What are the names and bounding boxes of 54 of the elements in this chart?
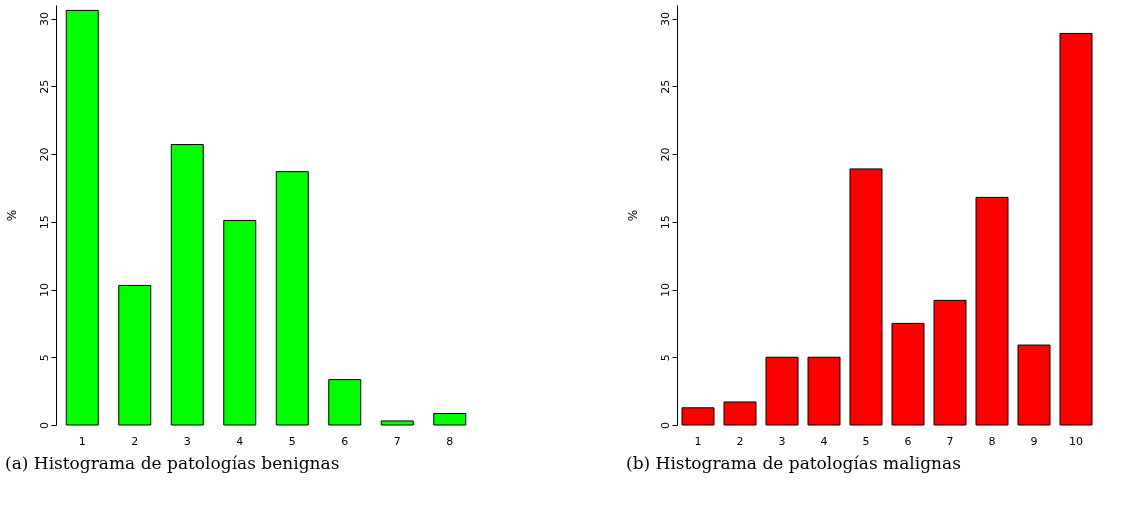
bar — [765, 356, 799, 426]
y-tick-label: 20 — [658, 147, 672, 162]
x-tick-label: 5 — [862, 434, 870, 448]
x-tick-label: 9 — [1030, 434, 1038, 448]
y-axis-title: % — [4, 209, 19, 222]
bar — [170, 144, 204, 426]
x-tick-label: 4 — [820, 434, 828, 448]
text: (a) Histograma de patologías benignas — [5, 453, 340, 473]
y-tick-label: 10 — [658, 283, 672, 298]
bar — [433, 412, 467, 426]
y-tick-label: 30 — [658, 12, 672, 27]
text: (b) Histograma de patologías malignas — [626, 453, 961, 473]
y-tick-label: 15 — [658, 215, 672, 230]
x-tick-label: 3 — [183, 434, 191, 448]
bar — [65, 9, 99, 426]
y-tick-label: 5 — [658, 354, 672, 362]
x-tick-label: 6 — [341, 434, 349, 448]
x-tick-label: 5 — [288, 434, 296, 448]
x-tick-label: 6 — [904, 434, 912, 448]
bar — [807, 356, 841, 426]
y-tick-label: 25 — [658, 79, 672, 94]
bar — [681, 407, 715, 426]
bar — [328, 379, 362, 426]
y-tick-label: 15 — [37, 215, 51, 230]
bar — [275, 171, 309, 426]
bar — [933, 299, 967, 426]
bar — [849, 168, 883, 426]
x-tick-label: 10 — [1069, 434, 1083, 448]
x-tick-label: 2 — [131, 434, 139, 448]
x-tick-label: 8 — [988, 434, 996, 448]
y-tick-label: 25 — [37, 79, 51, 94]
y-tick-label: 5 — [37, 354, 51, 362]
bar — [891, 322, 925, 426]
x-tick-label: 2 — [736, 434, 744, 448]
bar — [118, 284, 152, 426]
x-tick-label: 7 — [946, 434, 954, 448]
y-tick-label: 10 — [37, 283, 51, 298]
x-tick-label: 1 — [78, 434, 86, 448]
x-tick-label: 7 — [393, 434, 401, 448]
bar — [1017, 344, 1051, 426]
y-tick-label: 20 — [37, 147, 51, 162]
bar — [223, 219, 257, 426]
x-tick-label: 1 — [694, 434, 702, 448]
y-tick-label: 30 — [37, 12, 51, 27]
bar — [1059, 32, 1093, 426]
x-tick-label: 3 — [778, 434, 786, 448]
y-axis-title: % — [625, 209, 640, 222]
y-tick-label: 0 — [658, 422, 672, 429]
x-tick-label: 4 — [236, 434, 244, 448]
bar — [723, 401, 757, 426]
bar — [975, 196, 1009, 426]
bar — [380, 420, 414, 426]
x-tick-label: 8 — [446, 434, 454, 448]
y-tick-label: 0 — [37, 422, 51, 429]
